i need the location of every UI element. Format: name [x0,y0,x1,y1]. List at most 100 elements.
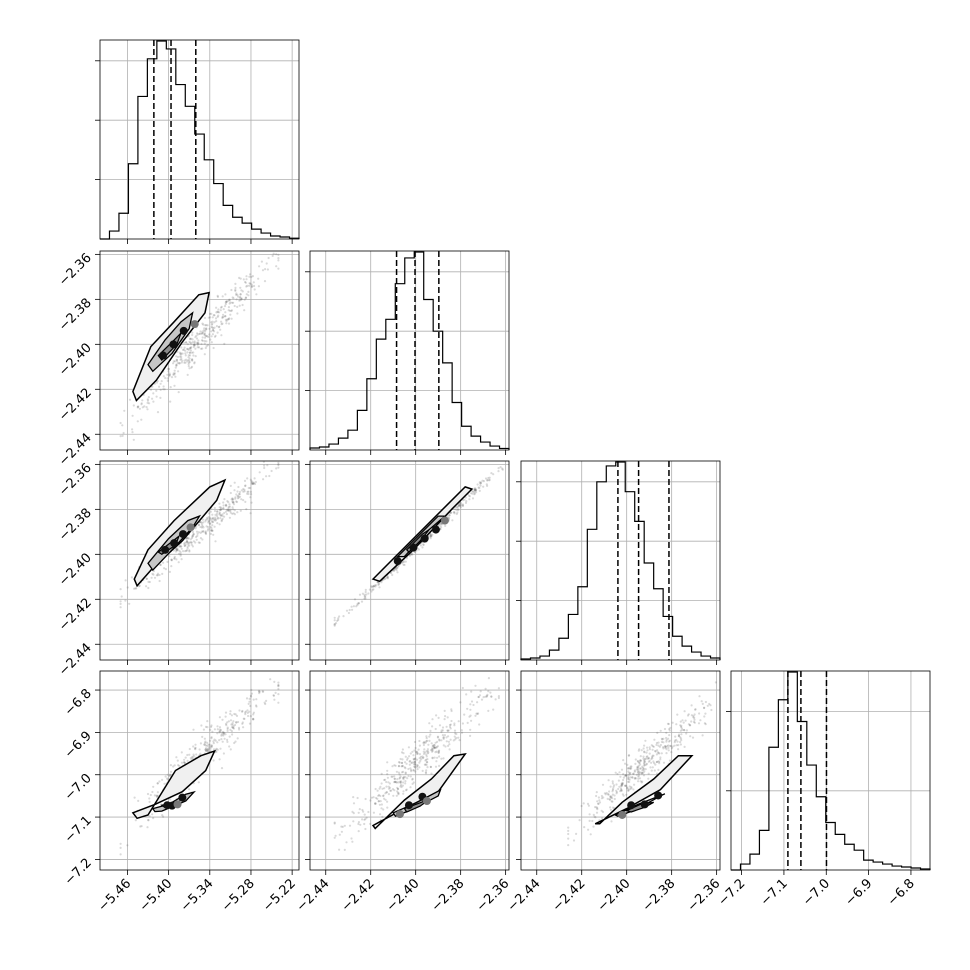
y-tick-label: −2.36 [56,251,95,290]
sample-point [361,592,364,595]
sample-point [611,800,614,803]
sample-point [413,763,416,766]
sample-point [647,760,651,763]
sample-point [497,696,500,700]
sample-point [690,714,694,717]
sample-point [398,780,401,783]
sample-point [407,774,410,778]
sample-point [637,774,641,777]
sample-point [238,493,241,496]
sample-point [175,355,178,358]
sample-point [250,482,253,485]
sample-point [380,803,383,806]
sample-point [172,360,175,363]
sample-point [274,691,277,695]
y-tick-label: −7.0 [62,771,95,804]
sample-point [240,489,243,492]
sample-point [277,267,280,270]
sample-point [148,580,151,584]
sample-point [180,357,183,360]
sample-point [475,488,478,492]
sample-point [424,763,427,766]
sample-point [619,787,623,790]
sample-point [469,714,472,717]
sample-point [258,692,261,695]
sample-point [602,796,605,799]
sample-point [358,593,362,596]
sample-point [243,309,246,312]
sample-point [231,723,234,726]
sample-point [432,745,436,749]
sample-point [146,826,149,829]
sample-point [212,748,216,751]
sample-point [178,545,181,548]
sample-point [364,797,367,801]
sample-point [608,790,611,793]
scatter-cloud [567,681,718,847]
sample-point [220,738,223,741]
sample-point [438,755,441,758]
sample-point [399,757,402,761]
sample-point [386,577,389,580]
sample-point [196,342,199,345]
sample-point [397,793,400,796]
sample-point [609,795,612,798]
sample-point [244,296,248,299]
sample-point [159,388,162,391]
sample-point [651,754,654,757]
sample-point [433,756,436,759]
sample-point [497,695,500,698]
sample-point [235,292,238,295]
sample-point [475,712,478,715]
sample-point [676,713,679,716]
sample-point [212,330,216,333]
sample-point [429,533,432,536]
sample-point [232,501,235,504]
sample-point [175,558,178,561]
sample-point [648,759,651,762]
sample-point [196,341,199,344]
sample-point [226,726,229,729]
sample-point [253,477,256,480]
sample-point [173,373,176,376]
sample-point [193,341,196,344]
sample-point [445,740,448,743]
sample-point [215,512,219,516]
sample-point [205,327,208,330]
sample-point [455,512,458,516]
sample-point [210,325,213,329]
sample-point [200,339,204,342]
sample-point [183,361,186,364]
sample-point [393,789,396,792]
sample-point [204,520,207,523]
sample-point [231,498,234,501]
sample-point [372,588,375,591]
sample-point [429,733,432,736]
sample-point [675,744,678,747]
sample-point [212,329,215,332]
sample-point [642,757,645,760]
sample-point [215,311,218,314]
sample-point [199,332,202,335]
sample-point [156,791,159,794]
sample-point [196,346,199,349]
sample-point [156,782,159,785]
sample-point [641,766,645,770]
sample-point [166,379,169,382]
sample-point [194,527,197,530]
sample-point [611,788,615,792]
sample-point [220,520,223,523]
sample-point [162,385,165,388]
sample-point [172,362,175,365]
sample-point [169,386,172,389]
sample-point [423,748,426,751]
sample-point [439,524,442,527]
sample-point [478,694,482,697]
sample-point [631,776,634,779]
sample-point [224,315,227,318]
sample-point [416,752,419,756]
sample-point [231,501,235,504]
sample-point [217,326,220,329]
sample-point [162,561,165,564]
sample-point [621,781,624,784]
